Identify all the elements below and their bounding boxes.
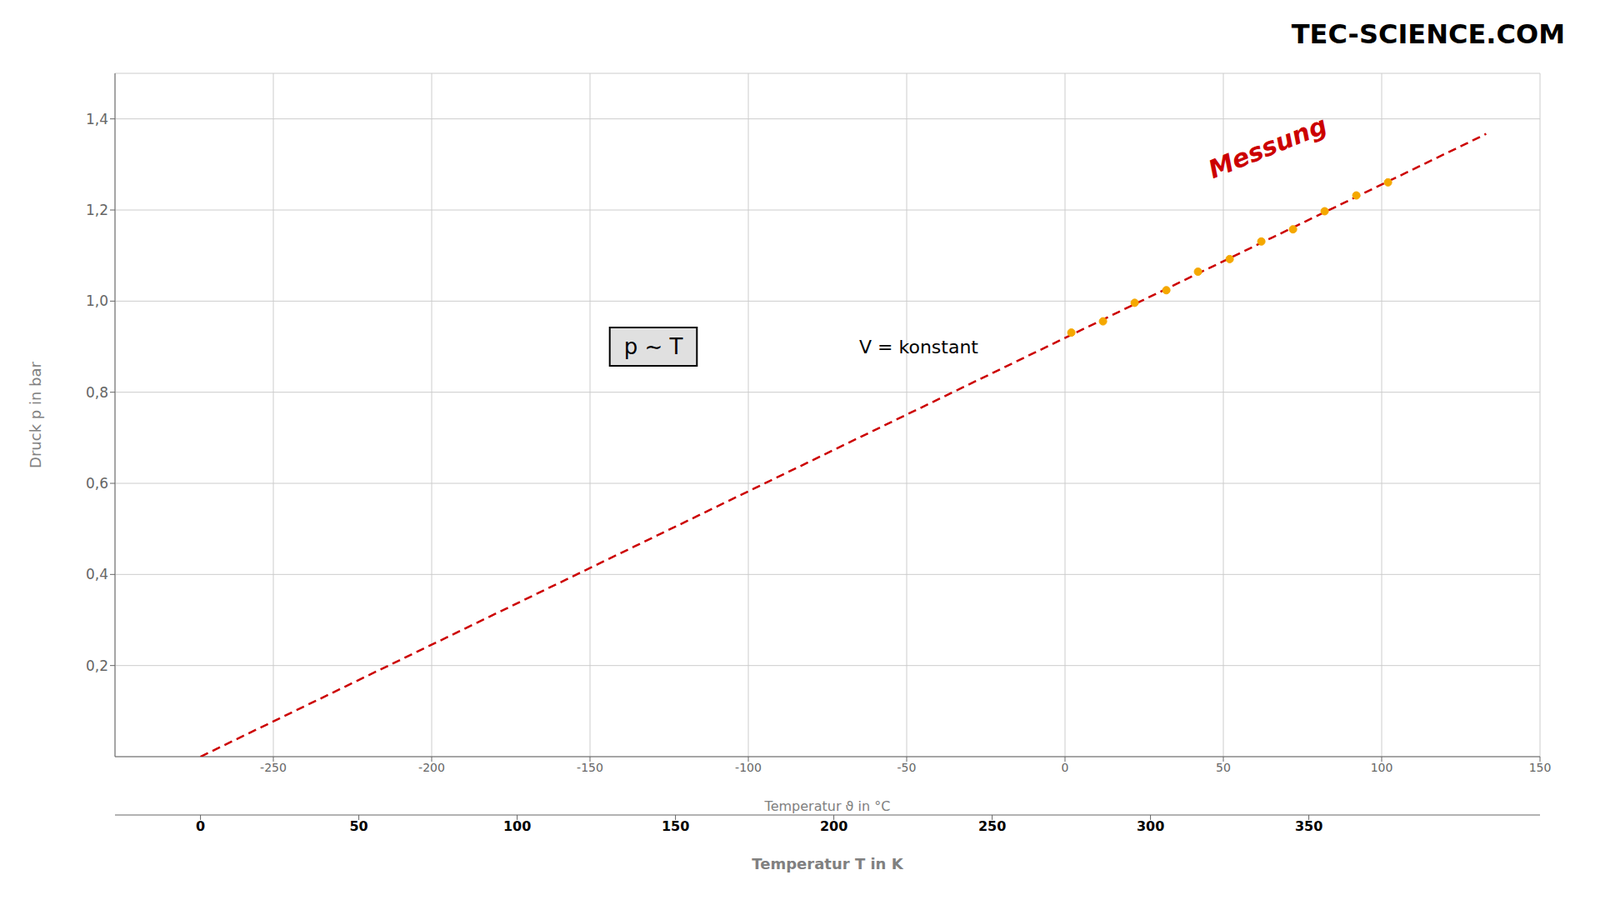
svg-text:0,8: 0,8	[85, 384, 109, 401]
svg-text:0,4: 0,4	[85, 565, 109, 583]
svg-text:1,4: 1,4	[85, 110, 109, 128]
svg-text:Temperatur T in K: Temperatur T in K	[751, 855, 904, 873]
svg-text:300: 300	[1136, 818, 1165, 835]
svg-text:p ∼ T: p ∼ T	[624, 334, 684, 360]
svg-text:Messung: Messung	[1204, 110, 1331, 185]
svg-text:150: 150	[661, 818, 690, 835]
svg-text:-150: -150	[576, 760, 604, 775]
svg-text:50: 50	[1215, 760, 1231, 775]
svg-text:0: 0	[1061, 760, 1070, 775]
svg-text:250: 250	[978, 818, 1006, 835]
svg-text:50: 50	[349, 818, 368, 835]
svg-text:-100: -100	[735, 760, 762, 775]
svg-text:0: 0	[195, 818, 205, 835]
svg-text:-200: -200	[418, 760, 445, 775]
svg-text:1,2: 1,2	[85, 201, 109, 219]
svg-text:Temperatur ϑ in °C: Temperatur ϑ in °C	[764, 798, 891, 815]
svg-text:100: 100	[503, 818, 531, 835]
html-text:TEC-SCIENCE.COM: TEC-SCIENCE.COM	[1291, 18, 1565, 50]
svg-text:100: 100	[1370, 760, 1394, 775]
svg-text:350: 350	[1295, 818, 1323, 835]
svg-text:0,2: 0,2	[85, 657, 109, 675]
svg-text:1,0: 1,0	[85, 292, 109, 310]
svg-text:-250: -250	[260, 760, 287, 775]
svg-text:200: 200	[820, 818, 848, 835]
svg-text:Druck p in bar: Druck p in bar	[26, 360, 45, 468]
svg-text:150: 150	[1529, 760, 1552, 775]
svg-text:-50: -50	[897, 760, 917, 775]
svg-text:V = konstant: V = konstant	[859, 336, 979, 358]
svg-text:0,6: 0,6	[85, 475, 109, 492]
